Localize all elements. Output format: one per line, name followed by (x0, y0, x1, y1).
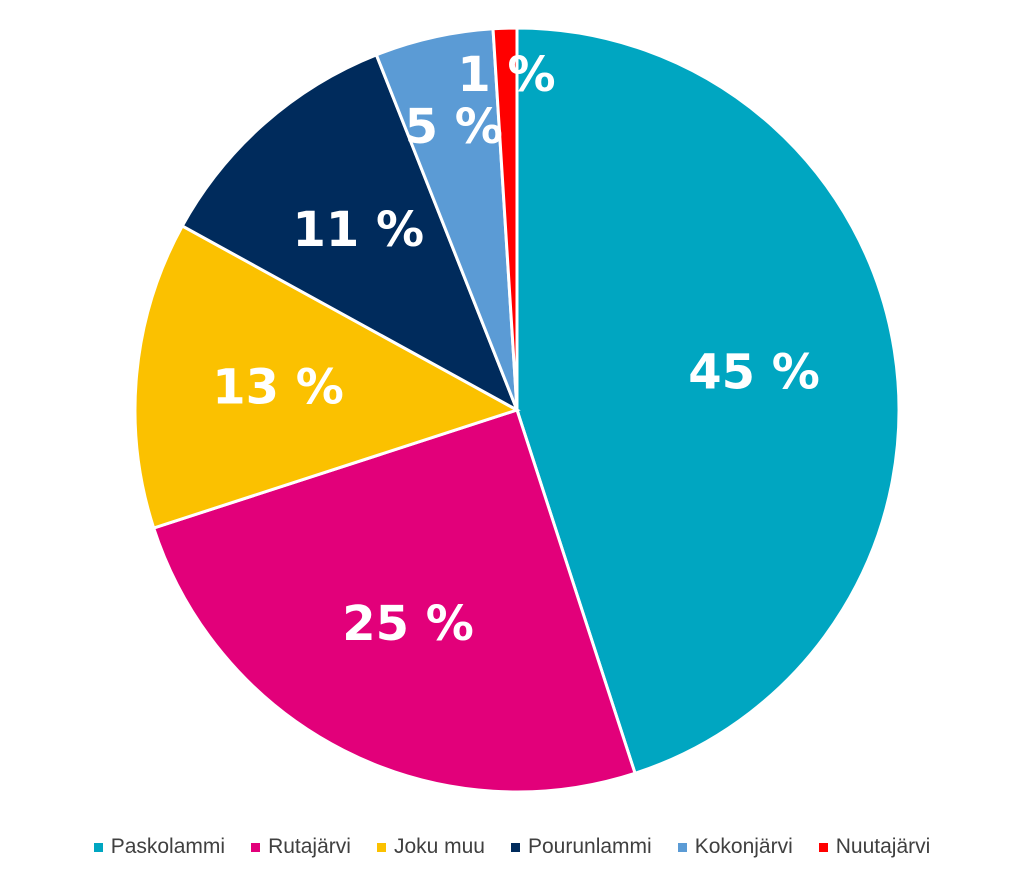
pie-slice-nuutajarvi (491, 26, 519, 411)
legend-item-kokonjarvi: Kokonjärvi (677, 835, 793, 859)
legend-swatch (376, 842, 386, 852)
pie-slice-pourunlammi (180, 52, 520, 414)
legend-item-paskolammi: Paskolammi (93, 835, 226, 859)
legend: Paskolammi Rutajärvi Joku muu Pourunlammi Ko… (0, 832, 1024, 862)
pie-slice-joku-muu (133, 223, 521, 530)
legend-item-nuutajarvi: Nuutajärvi (818, 835, 931, 859)
legend-label: Rutajärvi (268, 835, 351, 858)
data-label-kokonjarvi: 5 % (405, 99, 503, 155)
legend-item-pourunlammi: Pourunlammi (510, 835, 652, 859)
legend-swatch (510, 842, 520, 852)
data-label-pourunlammi: 11 % (292, 202, 424, 258)
pie-slice-rutajarvi (151, 408, 637, 794)
legend-item-joku-muu: Joku muu (376, 835, 485, 859)
legend-label: Kokonjärvi (694, 835, 793, 858)
legend-swatch (93, 842, 103, 852)
data-label-rutajarvi: 25 % (342, 596, 474, 652)
data-label-nuutajarvi: 1 % (457, 47, 555, 103)
data-label-joku-muu: 13 % (212, 359, 344, 415)
legend-label: Paskolammi (110, 835, 226, 858)
legend-swatch (818, 842, 828, 852)
legend-item-rutajarvi: Rutajärvi (251, 835, 351, 859)
legend-label: Joku muu (393, 835, 485, 858)
legend-swatch (677, 842, 687, 852)
pie-slice-paskolammi (515, 26, 901, 776)
data-label-paskolammi: 45 % (688, 344, 820, 400)
legend-swatch (251, 842, 261, 852)
legend-label: Pourunlammi (527, 835, 652, 858)
legend-label: Nuutajärvi (835, 835, 931, 858)
